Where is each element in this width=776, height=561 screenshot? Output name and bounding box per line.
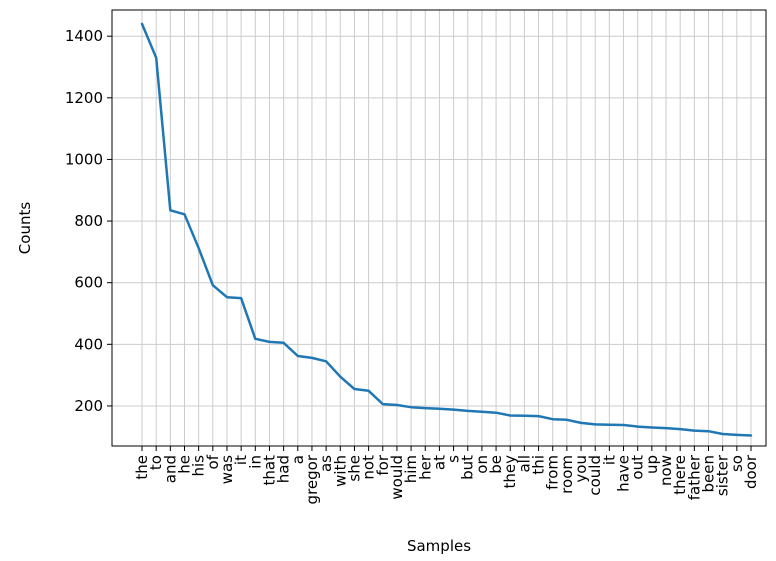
x-tick-label: a <box>289 455 307 464</box>
x-tick-label: out <box>629 455 647 480</box>
x-tick-label: it <box>600 455 618 465</box>
y-tick-label: 600 <box>74 274 103 292</box>
x-tick-label: to <box>147 455 165 470</box>
grid-lines <box>112 10 766 446</box>
x-tick-label: the <box>133 455 151 480</box>
x-tick-label: been <box>700 455 718 493</box>
y-tick-label: 400 <box>74 335 103 353</box>
x-tick-label: sister <box>714 454 732 496</box>
x-tick-label: it <box>232 455 250 465</box>
x-tick-label: him <box>402 455 420 483</box>
x-tick-label: with <box>331 455 349 487</box>
x-tick-label: had <box>275 455 293 483</box>
x-tick-label: was <box>218 455 236 484</box>
x-tick-label: gregor <box>303 454 321 504</box>
x-tick-label: father <box>685 454 703 500</box>
x-tick-label: not <box>360 455 378 480</box>
x-tick-label: on <box>473 455 491 474</box>
x-tick-label: room <box>558 455 576 494</box>
x-tick-label: his <box>190 455 208 477</box>
series-line <box>140 22 753 437</box>
x-tick-label: and <box>161 455 179 483</box>
x-tick-label: but <box>459 455 477 480</box>
x-tick-label: at <box>430 455 448 470</box>
x-tick-label: as <box>317 455 335 472</box>
x-tick-label: in <box>246 455 264 469</box>
x-tick-label: now <box>657 455 675 486</box>
x-tick-label: so <box>728 455 746 472</box>
x-tick-label: would <box>388 455 406 500</box>
x-tick-label: all <box>515 455 533 473</box>
y-axis-label: Counts <box>16 202 34 255</box>
x-tick-label: he <box>175 455 193 474</box>
x-tick-label: door <box>742 454 760 489</box>
y-tick-label: 200 <box>74 397 103 415</box>
x-ticks: thetoandhehisofwasitinthathadagregoraswi… <box>133 446 760 504</box>
x-tick-label: there <box>671 455 689 495</box>
x-tick-label: thi <box>530 455 548 475</box>
x-tick-label: you <box>572 455 590 483</box>
y-ticks: 200 400 600 800 1000 1200 1400 <box>65 27 112 415</box>
y-tick-label: 1400 <box>65 27 103 45</box>
x-tick-label: from <box>544 455 562 490</box>
y-tick-label: 1200 <box>65 89 103 107</box>
y-tick-label: 1000 <box>65 150 103 168</box>
x-tick-label: that <box>260 455 278 486</box>
x-tick-label: s <box>445 455 463 463</box>
x-tick-label: for <box>374 454 392 475</box>
series-line-layer <box>140 22 753 437</box>
y-tick-label: 800 <box>74 212 103 230</box>
x-tick-label: up <box>643 455 661 474</box>
x-tick-label: she <box>345 455 363 482</box>
x-tick-label: have <box>615 455 633 492</box>
x-tick-label: could <box>586 455 604 496</box>
x-tick-label: of <box>204 454 222 469</box>
x-tick-label: they <box>501 455 519 489</box>
x-tick-label: her <box>416 454 434 480</box>
x-axis-label: Samples <box>407 537 471 555</box>
x-tick-label: be <box>487 455 505 474</box>
